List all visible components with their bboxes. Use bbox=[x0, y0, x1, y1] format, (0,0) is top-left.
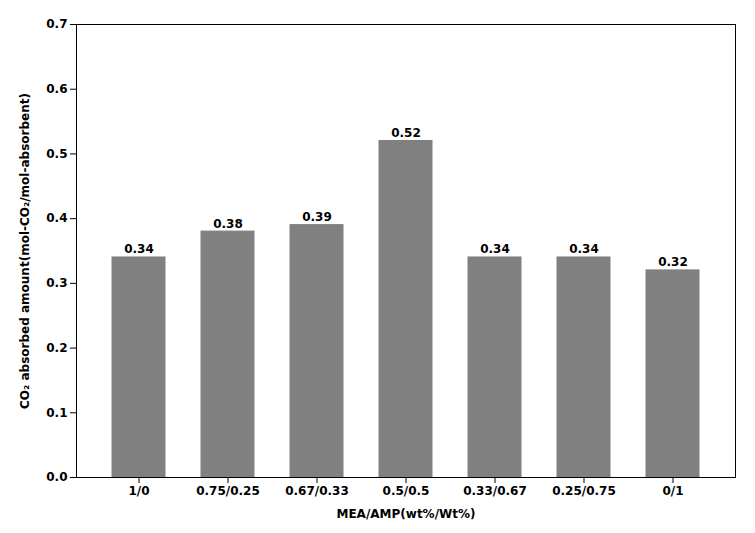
svg-text:0.7: 0.7 bbox=[46, 17, 67, 31]
svg-text:0.3: 0.3 bbox=[46, 276, 67, 290]
svg-text:0.25/0.75: 0.25/0.75 bbox=[552, 484, 616, 498]
svg-text:0.52: 0.52 bbox=[391, 126, 421, 140]
svg-text:MEA/AMP(wt%/Wt%): MEA/AMP(wt%/Wt%) bbox=[336, 507, 475, 521]
svg-text:0.4: 0.4 bbox=[46, 211, 67, 225]
svg-text:0/1: 0/1 bbox=[662, 484, 683, 498]
svg-text:0.39: 0.39 bbox=[302, 210, 332, 224]
svg-text:0.1: 0.1 bbox=[46, 406, 67, 420]
svg-text:0.5: 0.5 bbox=[46, 147, 67, 161]
svg-text:0.32: 0.32 bbox=[658, 255, 688, 269]
svg-text:0.75/0.25: 0.75/0.25 bbox=[196, 484, 260, 498]
svg-text:0.38: 0.38 bbox=[213, 217, 243, 231]
svg-text:0.0: 0.0 bbox=[46, 470, 67, 484]
svg-text:0.34: 0.34 bbox=[124, 242, 154, 256]
svg-text:CO₂ absorbed amount(mol-CO₂/mo: CO₂ absorbed amount(mol-CO₂/mol-absorben… bbox=[18, 93, 32, 409]
svg-text:1/0: 1/0 bbox=[128, 484, 149, 498]
svg-text:0.34: 0.34 bbox=[569, 242, 599, 256]
svg-text:0.67/0.33: 0.67/0.33 bbox=[285, 484, 349, 498]
svg-text:0.2: 0.2 bbox=[46, 341, 67, 355]
svg-text:0.33/0.67: 0.33/0.67 bbox=[463, 484, 527, 498]
svg-text:0.6: 0.6 bbox=[46, 82, 67, 96]
svg-text:0.34: 0.34 bbox=[480, 242, 510, 256]
svg-text:0.5/0.5: 0.5/0.5 bbox=[383, 484, 430, 498]
